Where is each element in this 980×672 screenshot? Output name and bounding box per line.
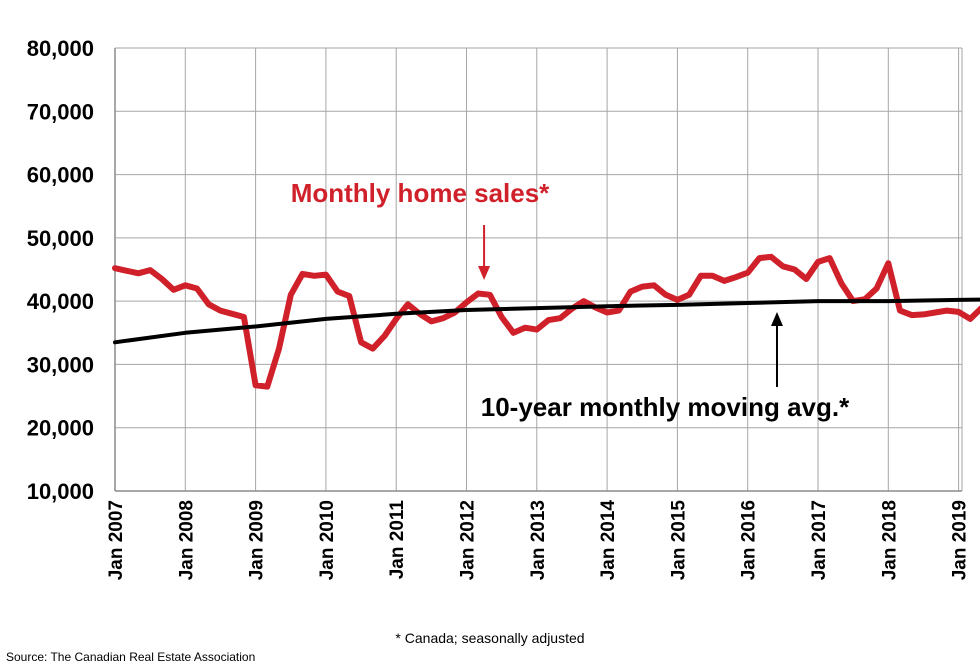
- y-tick-label: 70,000: [27, 99, 94, 124]
- x-tick-label: Jan 2014: [598, 500, 619, 581]
- x-tick-label: Jan 2009: [247, 500, 268, 580]
- grid: [114, 47, 963, 492]
- y-tick-label: 30,000: [27, 352, 94, 377]
- x-tick-label: Jan 2007: [106, 500, 127, 580]
- x-tick-label: Jan 2012: [458, 500, 479, 580]
- x-tick-label: Jan 2017: [809, 500, 830, 580]
- footnote: * Canada; seasonally adjusted: [395, 630, 585, 646]
- x-tick-label: Jan 2019: [950, 500, 971, 580]
- x-tick-label: Jan 2011: [387, 500, 408, 580]
- y-tick-label: 50,000: [27, 226, 94, 251]
- x-tick-label: Jan 2013: [528, 500, 549, 580]
- annotation-arrowhead-avg: [770, 312, 783, 326]
- x-tick-label: Jan 2010: [317, 500, 338, 580]
- annotation-arrowhead-sales: [478, 266, 491, 280]
- x-axis-tick-labels: Jan 2007 Jan 2008 Jan 2009 Jan 2010 Jan 2011…: [106, 500, 971, 581]
- y-tick-label: 40,000: [27, 289, 94, 314]
- y-tick-label: 10,000: [27, 479, 94, 504]
- monthly-home-sales-line: [112, 253, 980, 390]
- y-axis-tick-labels: 10,000 20,000 30,000 40,000 50,000 60,000 70,0…: [27, 36, 94, 504]
- series: [112, 253, 980, 390]
- y-tick-label: 60,000: [27, 163, 94, 188]
- x-tick-label: Jan 2018: [879, 500, 900, 580]
- y-tick-label: 20,000: [27, 416, 94, 441]
- x-tick-label: Jan 2015: [668, 500, 689, 581]
- annotation-moving-average: 10-year monthly moving avg.*: [481, 392, 850, 422]
- moving-average-line: [113, 297, 980, 345]
- annotation-monthly-sales: Monthly home sales*: [291, 178, 550, 208]
- x-tick-label: Jan 2016: [739, 500, 760, 580]
- source-note: Source: The Canadian Real Estate Associa…: [6, 650, 256, 664]
- x-tick-label: Jan 2008: [176, 500, 197, 580]
- y-tick-label: 80,000: [27, 36, 94, 61]
- annotations: Monthly home sales* 10-year monthly movin…: [291, 178, 850, 422]
